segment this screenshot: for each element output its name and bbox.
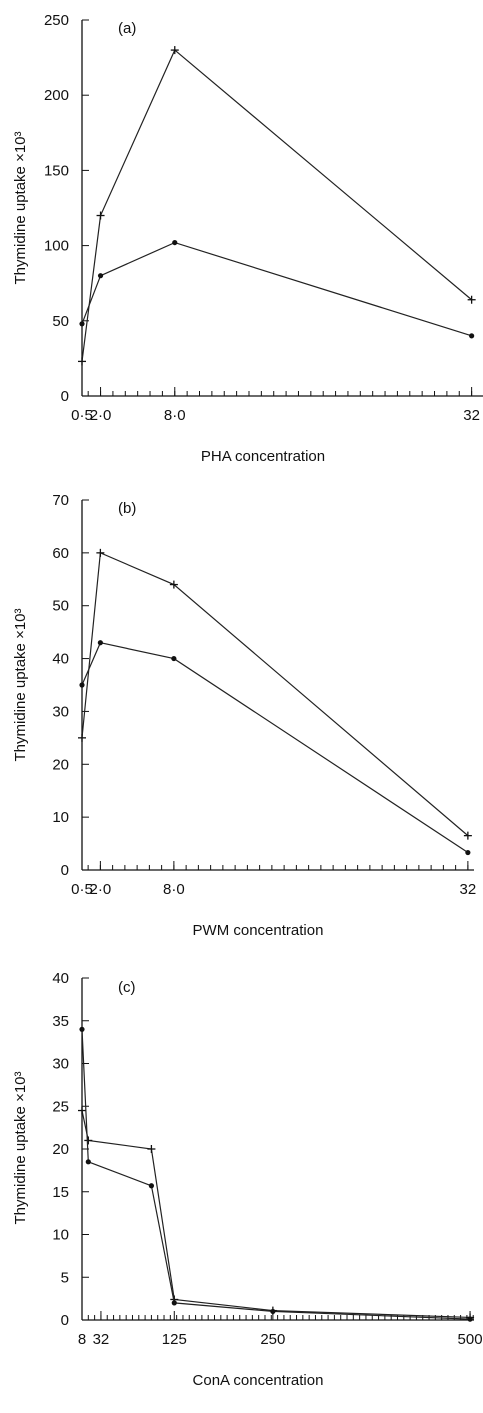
y-tick-label: 30 <box>52 1056 69 1073</box>
data-point-plus <box>96 211 105 220</box>
y-tick-label: 20 <box>52 756 69 773</box>
data-point-dot <box>469 333 475 339</box>
y-tick-label: 100 <box>44 238 69 255</box>
data-point-plus <box>78 733 86 742</box>
x-tick-label: 32 <box>463 407 480 424</box>
y-tick-label: 20 <box>52 1141 69 1158</box>
y-axis-title: Thymidine uptake ×10³ <box>12 131 29 284</box>
series-line-2 <box>81 241 472 337</box>
y-tick-label: 70 <box>52 492 69 509</box>
x-tick-label: 500 <box>458 1331 483 1348</box>
x-axis-title: PWM concentration <box>193 922 324 939</box>
x-tick-label: 8 <box>78 1331 86 1348</box>
y-tick-label: 50 <box>52 313 69 330</box>
y-tick-label: 250 <box>44 12 69 29</box>
series-line-1 <box>81 49 473 362</box>
chart-panel-2: 0 10 20 30 40 50 60 70 0·52·0 8·0 32 PWM concentrat… <box>12 492 476 939</box>
x-tick-label: 125 <box>162 1331 187 1348</box>
x-tick-label: 0·5 <box>71 881 93 898</box>
y-tick-label: 25 <box>52 1098 69 1115</box>
data-point-plus <box>170 46 179 55</box>
series-line-1 <box>81 551 469 837</box>
y-tick-label: 35 <box>52 1013 69 1030</box>
data-point-plus <box>463 831 472 840</box>
data-point-dot <box>465 849 471 856</box>
data-point-plus <box>147 1145 156 1153</box>
data-point-dot <box>270 1308 276 1315</box>
y-tick-label: 10 <box>52 809 69 826</box>
y-tick-label: 150 <box>44 162 69 179</box>
data-point-plus <box>169 580 178 589</box>
series-line-2 <box>81 642 469 854</box>
y-tick-label: 0 <box>61 862 69 879</box>
data-point-plus <box>96 548 105 557</box>
data-point-plus <box>467 295 476 304</box>
data-point-dot <box>85 1159 91 1165</box>
chart-panel-3: 0 5 10 15 20 25 30 35 40 8 32 125 250 500 ConA concent… <box>12 970 483 1389</box>
x-tick-label: 8·0 <box>163 881 185 898</box>
data-point-dot <box>467 1316 473 1322</box>
series-line-1 <box>81 1110 471 1319</box>
y-tick-label: 0 <box>61 1312 69 1329</box>
panel-label: (c) <box>118 979 136 996</box>
series-line-2 <box>81 1029 471 1320</box>
data-point-plus <box>78 357 86 366</box>
panel-label: (a) <box>118 20 136 37</box>
data-point-plus <box>84 1136 93 1145</box>
x-tick-label: 8·0 <box>164 407 186 424</box>
x-axis-title: PHA concentration <box>201 448 325 465</box>
y-tick-label: 50 <box>52 598 69 615</box>
y-tick-label: 200 <box>44 87 69 104</box>
y-tick-label: 5 <box>61 1269 69 1286</box>
y-tick-label: 40 <box>52 651 69 668</box>
y-tick-label: 15 <box>52 1184 69 1201</box>
panel-label: (b) <box>118 500 136 517</box>
data-point-dot <box>79 1026 85 1032</box>
data-point-dot <box>79 321 85 327</box>
x-tick-label: 2·0 <box>90 881 112 898</box>
x-tick-label: 32 <box>93 1331 110 1348</box>
data-point-dot <box>79 682 85 688</box>
data-point-dot <box>97 273 104 279</box>
chart-panel-1: 0 50 100 150 200 250 0·52·0 8·0 32 PHA concentrat… <box>12 12 483 465</box>
y-axis-title: Thymidine uptake ×10³ <box>12 608 29 761</box>
y-tick-label: 10 <box>52 1227 69 1244</box>
x-tick-label: 250 <box>260 1331 285 1348</box>
data-point-dot <box>171 1300 177 1306</box>
x-tick-label: 0·5 <box>71 407 93 424</box>
y-tick-label: 60 <box>52 545 69 562</box>
y-axis-title: Thymidine uptake ×10³ <box>12 1071 29 1224</box>
data-point-dot <box>172 239 178 246</box>
data-point-dot <box>148 1183 155 1189</box>
y-tick-label: 30 <box>52 703 69 720</box>
data-point-plus <box>78 1106 86 1115</box>
x-axis-title: ConA concentration <box>193 1372 324 1389</box>
x-tick-label: 2·0 <box>90 407 112 424</box>
data-point-dot <box>97 640 103 646</box>
x-tick-label: 32 <box>460 881 477 898</box>
data-point-dot <box>171 655 177 662</box>
y-tick-label: 40 <box>52 970 69 987</box>
y-tick-label: 0 <box>61 388 69 405</box>
